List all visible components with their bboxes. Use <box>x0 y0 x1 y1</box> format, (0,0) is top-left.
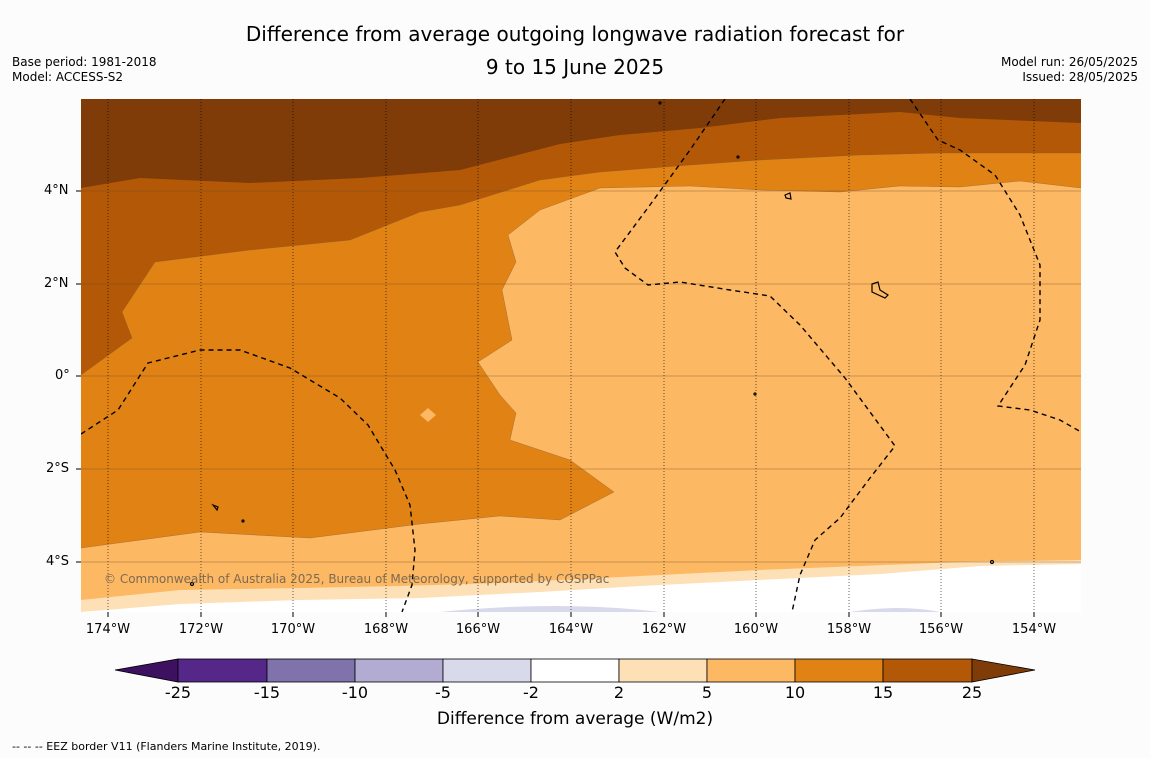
colorbar-extend-high <box>971 658 1036 683</box>
colorbar-tick: 10 <box>784 683 806 702</box>
colorbar-tick: 25 <box>961 683 983 702</box>
meta-left: Base period: 1981-2018 Model: ACCESS-S2 <box>12 55 157 85</box>
meta-right: Model run: 26/05/2025 Issued: 28/05/2025 <box>1001 55 1138 85</box>
lat-label: 4°N <box>44 183 69 198</box>
colorbar-tick: -10 <box>341 683 369 702</box>
colorbar-tick: 15 <box>872 683 894 702</box>
colorbar-tick: -25 <box>164 683 192 702</box>
colorbar-label: Difference from average (W/m2) <box>436 709 714 729</box>
colorbar-swatch <box>618 658 708 683</box>
colorbar-tick: 5 <box>701 683 713 702</box>
colorbar-swatch <box>266 658 356 683</box>
colorbar-tick: 2 <box>613 683 625 702</box>
base-period: Base period: 1981-2018 <box>12 55 157 69</box>
colorbar-extend-low <box>114 658 179 683</box>
band-minus5-minus2-east <box>850 608 940 612</box>
islands <box>189 101 995 587</box>
colorbar-swatch <box>794 658 884 683</box>
issued-date: Issued: 28/05/2025 <box>1022 70 1138 84</box>
lon-label: 166°W <box>455 622 501 637</box>
shaded-anomaly-field <box>81 99 1081 612</box>
small-anomaly-blob <box>420 408 436 422</box>
band-minus5-minus2 <box>440 606 660 612</box>
lon-label: 160°W <box>733 622 779 637</box>
lon-label: 154°W <box>1011 622 1057 637</box>
colorbar-swatch <box>177 658 268 683</box>
colorbar-swatch <box>706 658 796 683</box>
lat-label: 0° <box>55 368 70 383</box>
eez-footnote: -- -- -- EEZ border V11 (Flanders Marine… <box>12 740 321 753</box>
lon-label: 164°W <box>548 622 594 637</box>
colorbar <box>114 658 1036 683</box>
eez-borders <box>81 99 1081 612</box>
colorbar-tick: -5 <box>435 683 451 702</box>
title-line-1: Difference from average outgoing longwav… <box>245 22 905 46</box>
lat-label: 2°S <box>46 461 70 476</box>
copyright-notice: © Commonwealth of Australia 2025, Bureau… <box>104 572 610 586</box>
band-over-25 <box>81 99 1081 188</box>
lon-label: 170°W <box>270 622 316 637</box>
model-run: Model run: 26/05/2025 <box>1000 55 1138 69</box>
lon-label: 172°W <box>178 622 224 637</box>
lon-label: 156°W <box>918 622 964 637</box>
map-title: Difference from average outgoing longwav… <box>0 18 1150 84</box>
lon-label: 162°W <box>641 622 687 637</box>
colorbar-tick: -15 <box>253 683 281 702</box>
title-line-2: 9 to 15 June 2025 <box>485 55 665 79</box>
colorbar-tick: -2 <box>523 683 539 702</box>
axis-ticks <box>76 190 1035 617</box>
lat-label: 2°N <box>44 276 69 291</box>
colorbar-swatch <box>882 658 973 683</box>
lon-label: 174°W <box>85 622 131 637</box>
colorbar-swatch <box>442 658 532 683</box>
band-minus2-2 <box>81 564 1081 612</box>
colorbar-swatch <box>530 658 620 683</box>
lon-label: 168°W <box>363 622 409 637</box>
lon-label: 158°W <box>826 622 872 637</box>
colorbar-swatch <box>354 658 444 683</box>
model-name: Model: ACCESS-S2 <box>12 70 124 84</box>
lat-label: 4°S <box>46 554 70 569</box>
